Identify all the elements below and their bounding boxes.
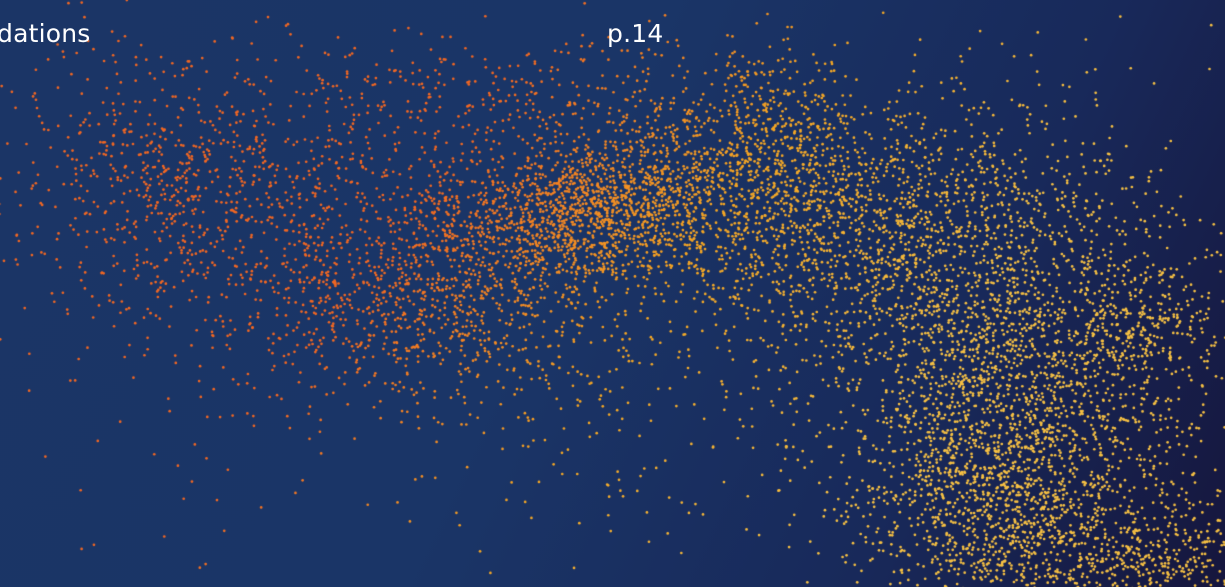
section-label: dations	[0, 19, 91, 48]
page-number: p.14	[607, 19, 664, 48]
